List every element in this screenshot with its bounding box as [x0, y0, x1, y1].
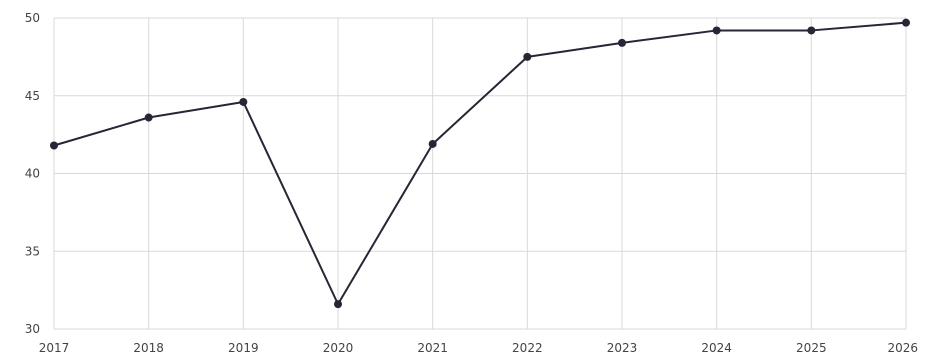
data-point-2025[interactable]: [807, 26, 816, 35]
y-tick-label-30: 30: [25, 322, 40, 336]
data-point-2019[interactable]: [239, 97, 248, 106]
series-layer: [50, 18, 910, 309]
x-tick-label-2025: 2025: [796, 341, 827, 355]
data-point-2024[interactable]: [712, 26, 721, 35]
y-tick-label-35: 35: [25, 244, 40, 258]
data-point-2017[interactable]: [50, 141, 58, 150]
data-point-2018[interactable]: [144, 113, 153, 122]
data-point-2026[interactable]: [902, 18, 910, 27]
x-tick-label-2018: 2018: [133, 341, 164, 355]
data-point-2021[interactable]: [428, 139, 437, 148]
y-tick-label-45: 45: [25, 89, 40, 103]
y-axis-ticks: 30 35 40 45 50: [25, 11, 40, 336]
x-tick-label-2021: 2021: [417, 341, 448, 355]
x-axis-ticks: 2017 2018 2019 2020 2021 2022 2023 2024 2025 2026: [39, 341, 918, 355]
data-point-2023[interactable]: [618, 38, 626, 47]
data-point-2020[interactable]: [334, 300, 342, 309]
series-line-0: [53, 21, 907, 306]
y-tick-label-40: 40: [25, 167, 40, 181]
data-point-2022[interactable]: [523, 52, 532, 61]
x-tick-label-2023: 2023: [607, 341, 638, 355]
x-tick-label-2019: 2019: [228, 341, 259, 355]
y-tick-label-50: 50: [25, 11, 40, 25]
x-tick-label-2026: 2026: [887, 341, 918, 355]
x-tick-label-2020: 2020: [323, 341, 354, 355]
grid-layer: [53, 17, 907, 330]
x-tick-label-2024: 2024: [701, 341, 732, 355]
x-tick-label-2022: 2022: [512, 341, 543, 355]
x-tick-label-2017: 2017: [39, 341, 70, 355]
